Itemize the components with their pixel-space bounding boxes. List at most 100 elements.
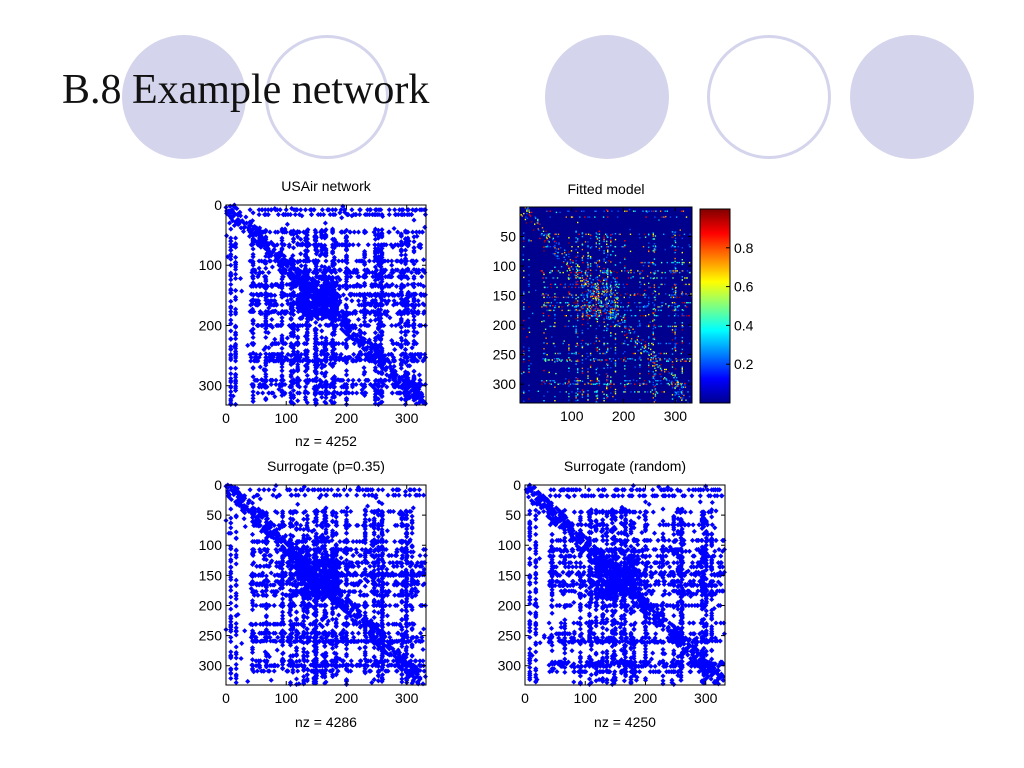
spy-point <box>355 316 362 323</box>
heatmap-cell <box>603 317 605 319</box>
heatmap-cell <box>652 371 654 373</box>
heatmap-cell <box>630 326 632 328</box>
heatmap-cell <box>639 237 641 239</box>
heatmap-cell <box>543 320 545 322</box>
heatmap-cell <box>554 395 556 398</box>
heatmap-cell <box>586 305 588 307</box>
heatmap-cell <box>639 324 641 326</box>
heatmap-cell <box>607 346 609 349</box>
heatmap-cell <box>677 315 679 317</box>
heatmap-cell <box>610 271 612 274</box>
heatmap-cell <box>688 283 690 286</box>
heatmap-cell <box>598 230 601 232</box>
spy-point <box>368 207 374 213</box>
heatmap-cell <box>568 399 570 401</box>
spy-point <box>228 226 234 232</box>
heatmap-cell <box>528 384 530 387</box>
heatmap-cell <box>606 394 608 396</box>
spy-point <box>233 365 239 371</box>
heatmap-cell <box>610 313 612 316</box>
heatmap-cell <box>683 315 685 317</box>
heatmap-cell <box>581 367 584 369</box>
heatmap-cell <box>630 277 632 279</box>
spy-point <box>319 328 325 334</box>
heatmap-cell <box>607 382 609 385</box>
heatmap-cell <box>610 325 612 328</box>
heatmap-cell <box>568 210 570 212</box>
heatmap-cell <box>589 247 592 249</box>
heatmap-cell <box>577 255 579 257</box>
heatmap-cell <box>681 399 683 401</box>
heatmap-cell <box>651 342 653 345</box>
heatmap-cell <box>568 370 570 372</box>
heatmap-cell <box>558 242 560 244</box>
heatmap-cell <box>601 270 604 272</box>
heatmap-cell <box>676 261 678 264</box>
heatmap-cell <box>528 214 531 216</box>
spy-point <box>248 358 254 364</box>
heatmap-cell <box>652 292 654 294</box>
heatmap-cell <box>610 302 612 304</box>
heatmap-cell <box>599 270 602 272</box>
heatmap-cell <box>555 248 558 250</box>
heatmap-cell <box>598 249 601 251</box>
heatmap-cell <box>614 359 617 362</box>
spy-point <box>298 263 304 269</box>
heatmap-cell <box>598 374 601 376</box>
heatmap-cell <box>672 277 674 279</box>
heatmap-cell <box>626 336 628 339</box>
heatmap-cell <box>632 328 634 330</box>
heatmap-cell <box>614 337 617 339</box>
heatmap-cell <box>622 316 624 319</box>
heatmap-cell <box>551 270 553 272</box>
heatmap-cell <box>647 358 649 360</box>
heatmap-cell <box>523 371 525 374</box>
heatmap-cell <box>660 359 663 361</box>
spy-point <box>268 381 274 388</box>
heatmap-cell <box>552 237 554 240</box>
heatmap-cell <box>528 285 530 287</box>
heatmap-cell <box>595 372 597 374</box>
heatmap-cell <box>688 395 691 398</box>
heatmap-cell <box>687 302 689 304</box>
heatmap-cell <box>652 232 654 234</box>
heatmap-cell <box>614 363 617 365</box>
heatmap-cell <box>603 240 605 243</box>
heatmap-cell <box>655 315 658 317</box>
heatmap-cell <box>577 368 579 370</box>
heatmap-cell <box>589 256 592 258</box>
heatmap-cell <box>626 210 628 212</box>
heatmap-cell <box>564 325 566 328</box>
heatmap-cell <box>593 342 595 345</box>
heatmap-cell <box>577 313 579 315</box>
heatmap-cell <box>639 398 641 401</box>
heatmap-cell <box>565 254 567 256</box>
heatmap-cell <box>546 238 548 241</box>
heatmap-cell <box>673 315 676 317</box>
heatmap-cell <box>587 393 589 395</box>
heatmap-cell <box>624 385 626 388</box>
spy-point <box>277 207 283 213</box>
heatmap-cell <box>665 277 667 279</box>
heatmap-cell <box>596 264 599 266</box>
heatmap-cell <box>657 357 660 359</box>
heatmap-cell <box>568 256 570 258</box>
heatmap-cell <box>648 210 650 212</box>
spy-point <box>355 242 362 248</box>
heatmap-cell <box>587 355 589 358</box>
heatmap-cell <box>607 395 609 398</box>
heatmap-cell <box>603 321 605 323</box>
heatmap-cell <box>664 210 666 212</box>
heatmap-cell <box>637 325 639 328</box>
heatmap-cell <box>577 238 579 240</box>
heatmap-cell <box>638 233 640 235</box>
heatmap-cell <box>617 210 619 212</box>
heatmap-cell <box>624 270 626 272</box>
heatmap-cell <box>669 342 672 345</box>
heatmap-cell <box>587 233 590 235</box>
heatmap-cell <box>644 346 647 348</box>
heatmap-cell <box>671 372 673 374</box>
heatmap-cell <box>543 348 545 350</box>
heatmap-cell <box>634 346 636 348</box>
heatmap-cell <box>537 218 539 221</box>
